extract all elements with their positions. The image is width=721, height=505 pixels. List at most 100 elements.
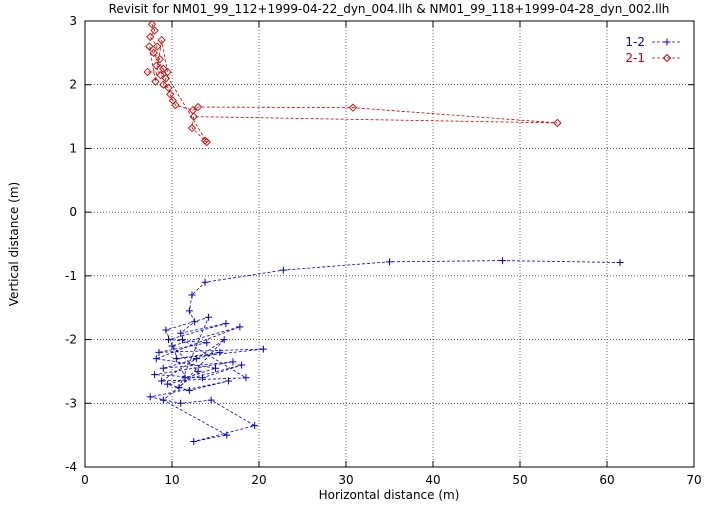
y-tick-label: 0	[69, 205, 77, 219]
data-point	[175, 383, 183, 391]
series-2-1	[143, 20, 562, 147]
data-point	[220, 336, 228, 344]
data-point	[242, 374, 250, 382]
data-point	[189, 112, 198, 121]
y-tick-label: 3	[69, 14, 77, 28]
data-point	[152, 355, 160, 363]
data-point	[185, 387, 193, 395]
legend: 1-22-1	[625, 35, 682, 65]
y-tick-label: -4	[65, 460, 77, 474]
data-point	[159, 396, 167, 404]
y-tick-label: -2	[65, 333, 77, 347]
data-point	[348, 103, 358, 112]
data-point	[158, 377, 166, 385]
data-point	[155, 348, 163, 356]
x-tick-label: 20	[251, 473, 266, 487]
legend-marker	[663, 38, 671, 46]
data-point	[279, 266, 287, 274]
data-point	[172, 355, 180, 363]
x-tick-label: 70	[686, 473, 701, 487]
data-point	[146, 393, 154, 401]
data-point	[159, 64, 168, 73]
data-point	[190, 438, 198, 446]
data-point	[499, 257, 507, 265]
data-point	[187, 123, 197, 133]
data-point	[162, 326, 170, 334]
y-tick-label: -3	[65, 396, 77, 410]
x-tick-label: 10	[164, 473, 179, 487]
y-tick-label: 2	[69, 78, 77, 92]
data-point	[216, 348, 224, 356]
data-point	[152, 61, 161, 70]
data-point	[238, 361, 246, 369]
data-point	[225, 377, 233, 385]
data-point	[159, 80, 168, 89]
data-point	[191, 318, 199, 326]
y-tick-label: -1	[65, 269, 77, 283]
data-point	[201, 278, 209, 286]
data-point	[178, 336, 186, 344]
y-axis: -4 -3 -2 -1 0 1 2 3	[65, 14, 694, 474]
data-point	[150, 26, 159, 35]
data-point	[185, 307, 193, 315]
data-point	[198, 374, 206, 382]
legend-label: 2-1	[625, 51, 645, 65]
data-point	[157, 35, 166, 45]
x-tick-label: 50	[512, 473, 527, 487]
data-point	[194, 367, 202, 375]
data-point	[188, 291, 196, 299]
plot-frame	[84, 20, 695, 468]
data-point	[177, 399, 185, 407]
data-point	[192, 355, 200, 363]
data-point	[205, 313, 213, 321]
data-point	[222, 320, 230, 328]
series-line	[150, 260, 621, 442]
series-1-2	[146, 257, 624, 446]
data-point	[212, 364, 219, 372]
y-axis-label: Vertical distance (m)	[7, 182, 21, 306]
data-point	[151, 371, 159, 379]
data-point	[149, 48, 158, 57]
x-tick-label: 30	[338, 473, 353, 487]
data-point	[193, 102, 203, 112]
data-point	[143, 67, 152, 77]
data-point	[236, 323, 244, 331]
x-tick-label: 40	[425, 473, 440, 487]
data-point	[553, 118, 562, 128]
data-point	[155, 55, 164, 64]
data-point	[145, 42, 154, 51]
data-point	[181, 374, 189, 382]
data-point	[165, 336, 173, 344]
data-point	[168, 342, 176, 350]
data-point	[203, 339, 211, 347]
y-tick-label: 1	[69, 141, 77, 155]
data-point	[153, 42, 162, 51]
series-layer	[143, 20, 624, 446]
x-axis-label: Horizontal distance (m)	[319, 488, 460, 502]
data-point	[147, 20, 157, 29]
data-point	[166, 90, 175, 99]
data-point	[386, 258, 393, 266]
data-point	[151, 77, 160, 86]
data-point	[259, 345, 267, 353]
legend-label: 1-2	[625, 35, 645, 49]
x-tick-label: 0	[81, 473, 89, 487]
data-point	[146, 32, 155, 42]
x-tick-label: 60	[599, 473, 614, 487]
data-point	[171, 100, 180, 110]
chart-title: Revisit for NM01_99_112+1999-04-22_dyn_0…	[109, 2, 670, 16]
grid	[85, 21, 694, 467]
legend-marker	[662, 53, 672, 63]
data-point	[164, 83, 173, 93]
data-point	[163, 67, 172, 77]
data-point	[161, 74, 171, 83]
data-point	[202, 137, 211, 147]
data-point	[164, 380, 172, 388]
data-point	[229, 358, 237, 366]
data-point	[156, 71, 165, 80]
data-point	[251, 422, 259, 430]
x-axis: 0 10 20 30 40 50 60 70	[81, 21, 702, 487]
data-point	[207, 396, 215, 404]
data-point	[177, 329, 185, 337]
